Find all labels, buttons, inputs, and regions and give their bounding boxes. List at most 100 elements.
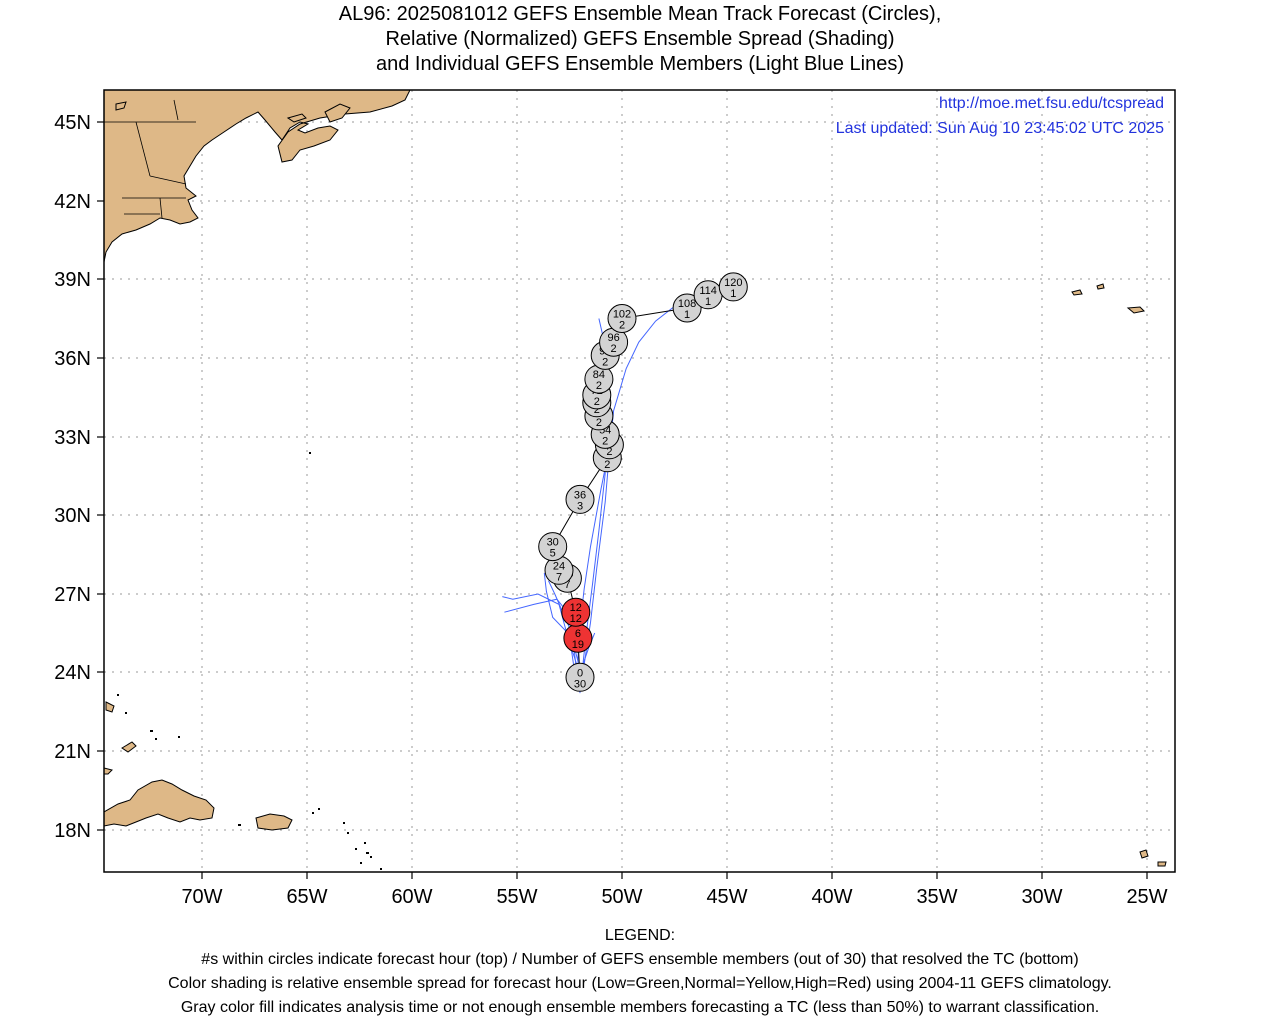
lat-tick-label: 30N bbox=[54, 505, 91, 527]
map-frame bbox=[103, 89, 1176, 873]
track-circle: 842 bbox=[584, 364, 614, 394]
last-updated: Last updated: Sun Aug 10 23:45:02 UTC 20… bbox=[836, 120, 1164, 137]
lon-tick-label: 30W bbox=[1021, 886, 1062, 908]
member-track-line bbox=[583, 304, 688, 665]
track-circle-marker bbox=[672, 293, 702, 323]
turks-caicos bbox=[121, 741, 137, 753]
legend: LEGEND: #s within circles indicate forec… bbox=[0, 924, 1280, 1020]
title-line-3: and Individual GEFS Ensemble Members (Li… bbox=[375, 53, 905, 75]
lat-tick-label: 18N bbox=[54, 820, 91, 842]
member-count-label: 2 bbox=[594, 404, 600, 416]
hispaniola bbox=[104, 779, 215, 827]
member-count-label: 2 bbox=[596, 380, 602, 392]
track-circle-marker bbox=[718, 272, 748, 302]
forecast-hour-label: 84 bbox=[593, 369, 605, 381]
member-count-label: 5 bbox=[550, 548, 556, 560]
track-circle: 363 bbox=[565, 484, 595, 514]
lat-tick-label: 33N bbox=[54, 427, 91, 449]
forecast-hour-label: 36 bbox=[574, 489, 586, 501]
member-count-label: 1 bbox=[684, 309, 690, 321]
azores-1 bbox=[1071, 289, 1083, 296]
forecast-hour-label: 120 bbox=[724, 277, 742, 289]
lon-tick-label: 25W bbox=[1126, 886, 1167, 908]
legend-line-1: #s within circles indicate forecast hour… bbox=[201, 951, 1079, 968]
lon-tick-label: 35W bbox=[916, 886, 957, 908]
member-count-label: 7 bbox=[564, 579, 570, 591]
lon-tick-label: 65W bbox=[286, 886, 327, 908]
track-circle-marker bbox=[565, 662, 595, 692]
track-circle: 305 bbox=[538, 532, 568, 562]
forecast-hour-label: 30 bbox=[547, 537, 559, 549]
member-count-label: 30 bbox=[574, 678, 586, 690]
legend-heading: LEGEND: bbox=[604, 927, 676, 944]
track-circle: 247 bbox=[544, 555, 574, 585]
lat-tick-label: 21N bbox=[54, 741, 91, 763]
chart-title: AL96: 2025081012 GEFS Ensemble Mean Trac… bbox=[0, 2, 1280, 77]
forecast-hour-label: 114 bbox=[699, 285, 717, 297]
forecast-hour-label: 6 bbox=[575, 628, 581, 640]
member-count-label: 3 bbox=[577, 500, 583, 512]
track-circles: 0306191212187247305363422482542602662722… bbox=[538, 272, 748, 692]
lat-tick-label: 45N bbox=[54, 112, 91, 134]
member-count-label: 2 bbox=[611, 343, 617, 355]
state-borders bbox=[104, 99, 196, 219]
member-count-label: 2 bbox=[604, 459, 610, 471]
track-circle-marker bbox=[607, 304, 637, 333]
member-count-label: 7 bbox=[556, 571, 562, 583]
forecast-hour-label: 12 bbox=[570, 602, 582, 614]
forecast-hour-label: 108 bbox=[678, 298, 696, 310]
member-count-label: 12 bbox=[570, 613, 582, 625]
forecast-hour-label: 102 bbox=[613, 309, 631, 321]
legend-line-2: Color shading is relative ensemble sprea… bbox=[168, 975, 1112, 992]
member-count-label: 2 bbox=[594, 396, 600, 408]
lon-tick-label: 60W bbox=[391, 886, 432, 908]
bahamas-dot bbox=[105, 701, 115, 713]
lat-tick-label: 36N bbox=[54, 348, 91, 370]
member-count-label: 1 bbox=[730, 288, 736, 300]
track-circle: 619 bbox=[563, 623, 593, 653]
member-count-label: 2 bbox=[602, 356, 608, 368]
track-circle-marker bbox=[565, 484, 595, 514]
pei bbox=[286, 113, 307, 123]
member-count-label: 2 bbox=[619, 320, 625, 332]
member-count-label: 2 bbox=[606, 446, 612, 458]
lon-tick-label: 40W bbox=[811, 886, 852, 908]
source-url[interactable]: http://moe.met.fsu.edu/tcspread bbox=[939, 95, 1164, 112]
axis-ticks: 45N 42N 39N 36N 33N 30N 27N 24N 21N 18N 70W 65W 60W 5… bbox=[54, 112, 1167, 908]
track-circle-marker bbox=[561, 597, 591, 627]
small-islands bbox=[117, 452, 382, 870]
member-count-label: 19 bbox=[572, 639, 584, 651]
gridlines bbox=[104, 90, 1175, 872]
title-line-1: AL96: 2025081012 GEFS Ensemble Mean Trac… bbox=[338, 3, 942, 25]
track-circle-marker bbox=[538, 532, 568, 562]
lon-tick-label: 45W bbox=[706, 886, 747, 908]
lat-tick-label: 39N bbox=[54, 269, 91, 291]
legend-line-3: Gray color fill indicates analysis time … bbox=[180, 999, 1100, 1016]
lon-tick-label: 55W bbox=[496, 886, 537, 908]
track-circle: 030 bbox=[565, 662, 595, 692]
member-track-line bbox=[543, 572, 577, 680]
member-count-label: 1 bbox=[705, 296, 711, 308]
puerto-rico bbox=[255, 813, 293, 831]
title-line-2: Relative (Normalized) GEFS Ensemble Spre… bbox=[385, 28, 895, 50]
azores-2 bbox=[1096, 283, 1105, 290]
lon-tick-label: 70W bbox=[181, 886, 222, 908]
sable-island bbox=[115, 101, 127, 111]
member-track-line bbox=[577, 447, 610, 694]
member-track-line bbox=[581, 632, 596, 667]
cape-verde-1 bbox=[1139, 849, 1149, 859]
member-count-label: 2 bbox=[602, 435, 608, 447]
forecast-hour-label: 24 bbox=[553, 560, 565, 572]
cape-breton bbox=[324, 103, 351, 123]
member-count-label: 2 bbox=[596, 417, 602, 429]
lon-tick-label: 50W bbox=[601, 886, 642, 908]
forecast-hour-label: 0 bbox=[577, 667, 583, 679]
forecast-hour-label: 96 bbox=[607, 332, 619, 344]
lat-tick-label: 42N bbox=[54, 191, 91, 213]
cape-verde-2 bbox=[1157, 861, 1167, 867]
